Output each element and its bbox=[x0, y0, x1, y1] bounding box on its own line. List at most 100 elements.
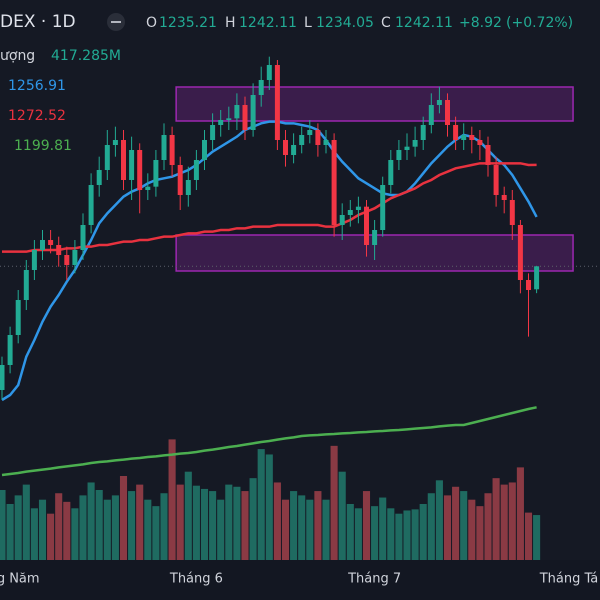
volume-bar bbox=[346, 504, 354, 560]
volume-bar bbox=[225, 484, 233, 560]
volume-bar bbox=[452, 486, 460, 560]
volume-bar bbox=[533, 515, 541, 560]
volume-bar bbox=[379, 497, 387, 560]
volume-bar bbox=[144, 499, 152, 560]
volume-bar bbox=[492, 478, 500, 560]
volume-bar bbox=[249, 478, 257, 560]
x-axis-strip bbox=[0, 560, 600, 600]
candle-body bbox=[396, 150, 402, 160]
volume-bar bbox=[500, 484, 508, 560]
candle-body bbox=[218, 120, 224, 125]
candle-body bbox=[526, 280, 531, 290]
close-value: 1242.11 bbox=[395, 15, 453, 31]
volume-bar bbox=[233, 486, 241, 560]
volume-bar bbox=[395, 513, 403, 560]
close-label: C bbox=[381, 15, 391, 31]
volume-bar bbox=[63, 501, 71, 560]
volume-bar bbox=[95, 490, 103, 560]
volume-bar bbox=[476, 506, 484, 560]
volume-bar bbox=[524, 512, 533, 560]
x-tick-label: Tháng Tá bbox=[539, 572, 599, 587]
candle-body bbox=[493, 165, 499, 195]
volume-bar bbox=[322, 499, 330, 560]
candle-body bbox=[339, 215, 345, 225]
ma-legend-value: 1272.52 bbox=[8, 108, 66, 124]
volume-bar bbox=[79, 495, 87, 560]
volume-bar bbox=[200, 488, 209, 560]
candle-body bbox=[72, 250, 78, 265]
volume-bar bbox=[306, 499, 314, 560]
x-tick-label: g Năm bbox=[0, 572, 40, 587]
zone bbox=[175, 86, 574, 122]
volume-bar bbox=[354, 508, 362, 560]
volume-bar bbox=[160, 493, 168, 560]
volume-bar bbox=[403, 510, 411, 560]
volume-bar bbox=[14, 495, 22, 560]
candle-body bbox=[226, 118, 232, 120]
candle-body bbox=[380, 185, 386, 230]
high-label: H bbox=[225, 15, 236, 31]
open-value: 1235.21 bbox=[159, 15, 217, 31]
volume-bar bbox=[55, 493, 63, 560]
candle-body bbox=[169, 135, 175, 165]
candle-body bbox=[299, 135, 305, 145]
volume-bar bbox=[119, 476, 128, 560]
candle-body bbox=[0, 365, 5, 390]
candle-body bbox=[23, 270, 29, 300]
volume-bar bbox=[128, 491, 136, 560]
candle-body bbox=[274, 65, 280, 140]
volume-bar bbox=[168, 439, 176, 560]
candle-body bbox=[517, 225, 523, 280]
candle-body bbox=[315, 130, 321, 145]
candle-body bbox=[412, 140, 418, 147]
volume-bar bbox=[241, 491, 249, 560]
volume-bar bbox=[371, 506, 379, 560]
candle-body bbox=[485, 145, 491, 165]
candle-body bbox=[266, 65, 272, 80]
candle-body bbox=[104, 145, 110, 170]
candle-body bbox=[420, 125, 426, 140]
volume-bar bbox=[209, 491, 217, 560]
candle-body bbox=[283, 140, 288, 155]
volume-bar bbox=[257, 449, 265, 560]
candle-body bbox=[185, 180, 191, 195]
candle-body bbox=[48, 240, 54, 245]
candle-body bbox=[428, 105, 434, 125]
volume-bar bbox=[176, 484, 184, 560]
volume-bar bbox=[22, 484, 30, 560]
candle-body bbox=[112, 140, 118, 145]
volume-bar bbox=[217, 499, 225, 560]
moving-average bbox=[2, 162, 537, 253]
volume-bar bbox=[47, 513, 55, 560]
change-value: +8.92 bbox=[459, 15, 502, 31]
candle-body bbox=[477, 140, 483, 145]
volume-bar bbox=[387, 508, 395, 560]
candle-body bbox=[307, 130, 313, 135]
volume-bar bbox=[103, 499, 111, 560]
candle-body bbox=[509, 200, 515, 225]
candle-body bbox=[291, 145, 297, 155]
volume-bar bbox=[87, 482, 95, 560]
candle-body bbox=[153, 160, 159, 187]
candle-body bbox=[96, 170, 102, 185]
candle-body bbox=[461, 135, 467, 140]
volume-bar bbox=[411, 509, 419, 560]
volume-bar bbox=[419, 504, 427, 560]
candle-body bbox=[137, 150, 143, 190]
candle-body bbox=[193, 160, 199, 180]
legend: DEX · 1D O 1235.21 H 1242.11 L 1234.05 C… bbox=[0, 12, 573, 154]
candle-body bbox=[88, 185, 94, 225]
candle-body bbox=[31, 250, 37, 270]
volume-bar bbox=[435, 480, 443, 560]
candle-body bbox=[202, 140, 207, 160]
volume-bar bbox=[184, 471, 192, 560]
volume-bar bbox=[38, 499, 47, 560]
candle-body bbox=[404, 146, 410, 150]
candle-body bbox=[7, 335, 13, 365]
volume-bar bbox=[468, 499, 476, 560]
volume-bar bbox=[192, 485, 200, 560]
volume-bar bbox=[111, 495, 119, 560]
volume-bar bbox=[273, 482, 281, 560]
candle-body bbox=[347, 210, 353, 215]
candle-body bbox=[242, 105, 248, 130]
